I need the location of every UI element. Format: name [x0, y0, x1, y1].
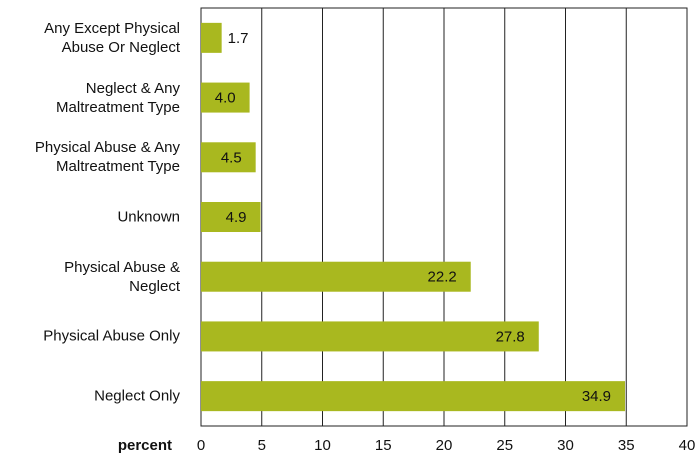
bar: [201, 82, 250, 113]
bar: [201, 261, 471, 292]
x-tick-label: 5: [258, 437, 266, 454]
x-tick-label: 15: [375, 437, 392, 454]
x-tick-label: 35: [618, 437, 635, 454]
value-label: 4.0: [215, 90, 236, 107]
value-label: 34.9: [582, 388, 611, 405]
bar: [201, 321, 539, 352]
y-tick-label: Unknown: [117, 208, 180, 226]
x-tick-label: 40: [679, 437, 696, 454]
x-tick-label: 25: [496, 437, 513, 454]
value-label: 4.9: [226, 209, 247, 226]
bar: [201, 202, 261, 232]
x-tick-label: 0: [197, 437, 205, 454]
y-tick-label: Physical Abuse & Neglect: [64, 258, 180, 295]
value-label: 27.8: [496, 328, 525, 345]
y-tick-label: Physical Abuse Only: [43, 327, 180, 345]
bar: [201, 381, 626, 412]
x-tick-label: 20: [436, 437, 453, 454]
x-tick-label: 10: [314, 437, 331, 454]
value-label: 4.5: [221, 149, 242, 166]
y-tick-label: Physical Abuse & Any Maltreatment Type: [34, 139, 180, 176]
y-tick-label: Neglect Only: [94, 387, 180, 405]
bar: [201, 22, 222, 53]
bar: [201, 142, 256, 173]
x-tick-label: 30: [557, 437, 574, 454]
value-label: 1.7: [228, 30, 249, 47]
y-tick-label: Any Except Physical Abuse Or Neglect: [44, 19, 180, 56]
y-tick-label: Neglect & Any Maltreatment Type: [56, 79, 180, 116]
x-axis-label: percent: [118, 437, 172, 454]
value-label: 22.2: [428, 269, 457, 286]
